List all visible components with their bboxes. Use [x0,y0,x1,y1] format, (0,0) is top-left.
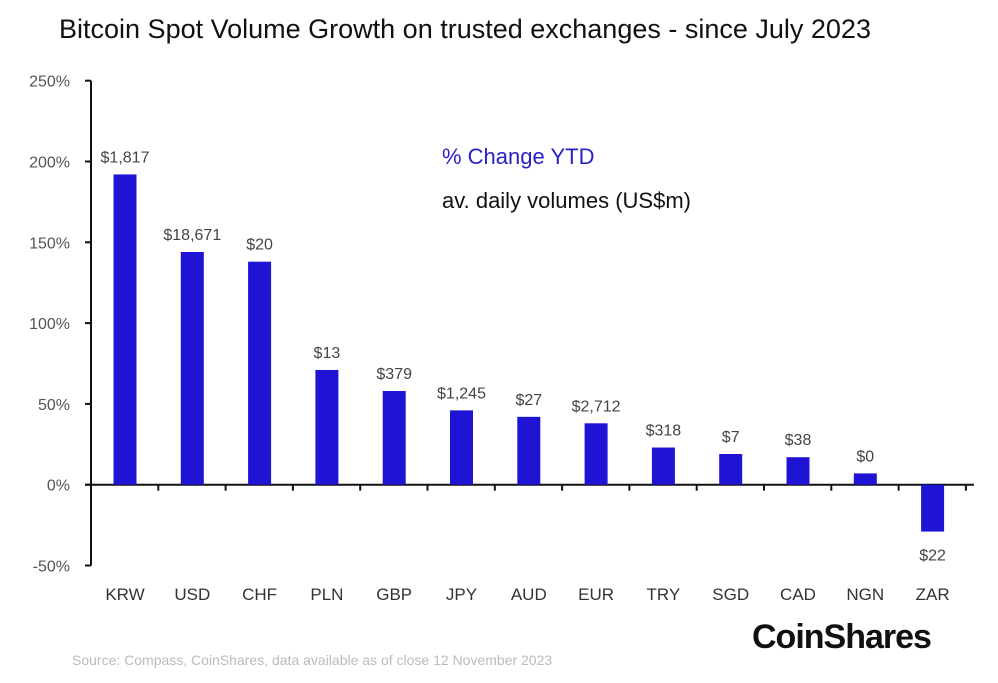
legend-daily-volumes: av. daily volumes (US$m) [442,188,691,213]
data-label: $0 [856,448,874,465]
x-tick-label: KRW [105,585,144,604]
bar-usd [180,251,204,485]
bar-pln [315,369,339,485]
x-tick-label: CHF [242,585,277,604]
data-label: $13 [314,345,341,362]
y-tick-label: 150% [29,235,70,252]
bar-cad [786,457,810,485]
x-tick-label: AUD [511,585,547,604]
x-tick-label: USD [174,585,210,604]
bar-ngn [853,473,877,485]
data-label: $379 [376,366,412,383]
x-tick-label: JPY [446,585,477,604]
data-label: $18,671 [163,227,221,244]
data-label: $38 [785,432,812,449]
data-label: $1,817 [101,149,150,166]
bar-chf [248,261,272,485]
data-label: $1,245 [437,385,486,402]
bar-eur [584,423,608,485]
bar-krw [113,174,137,485]
x-tick-label: CAD [780,585,816,604]
coinshares-logo: CoinShares [752,618,932,656]
y-tick-label: 50% [38,397,70,414]
y-tick-label: 0% [47,478,70,495]
bar-jpy [450,410,473,485]
y-tick-label: 200% [29,155,70,172]
bar-zar [921,484,945,532]
source-note: Source: Compass, CoinShares, data availa… [72,652,553,668]
data-label: $22 [919,548,946,565]
x-tick-label: NGN [846,585,884,604]
data-label: $7 [722,429,740,446]
legend-pct-change: % Change YTD [442,144,595,169]
data-label: $27 [515,392,542,409]
bar-gbp [382,390,406,485]
data-label: $2,712 [572,398,621,415]
bar-aud [517,416,541,485]
x-tick-label: GBP [376,585,412,604]
x-tick-label: TRY [647,585,681,604]
x-tick-label: PLN [310,585,343,604]
bar-try [651,447,675,485]
x-tick-label: ZAR [916,585,950,604]
y-tick-label: 250% [29,74,70,91]
y-tick-label: -50% [33,559,70,576]
x-tick-label: EUR [578,585,614,604]
data-label: $318 [646,423,682,440]
chart-title: Bitcoin Spot Volume Growth on trusted ex… [59,14,871,44]
bar-sgd [719,453,743,485]
data-label: $20 [246,237,273,254]
x-tick-label: SGD [712,585,749,604]
y-tick-label: 100% [29,316,70,333]
